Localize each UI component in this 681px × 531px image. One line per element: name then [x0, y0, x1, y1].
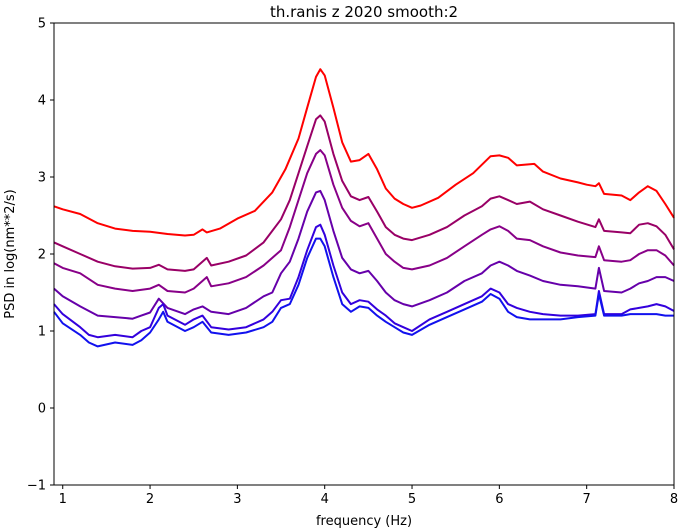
x-tick-label: 4	[321, 492, 329, 507]
y-tick-label: 3	[38, 171, 46, 186]
y-tick-label: 1	[38, 325, 46, 340]
x-tick-label: 6	[495, 492, 503, 507]
x-axis: 1 2 3 4 5 6 7 8	[59, 485, 678, 507]
y-tick-label: −1	[27, 479, 46, 494]
y-tick-label: 0	[38, 402, 46, 417]
y-axis-label: PSD in log(nm**2/s)	[3, 189, 18, 319]
x-tick-label: 5	[408, 492, 416, 507]
series-group	[53, 68, 675, 348]
series-line-6	[53, 237, 674, 348]
series-line-5	[53, 223, 675, 339]
series-line-4	[53, 189, 675, 320]
x-axis-label: frequency (Hz)	[316, 514, 412, 529]
x-tick-label: 3	[233, 492, 241, 507]
y-tick-label: 5	[38, 17, 46, 32]
y-tick-label: 2	[38, 248, 46, 263]
x-tick-label: 8	[670, 492, 678, 507]
y-tick-label: 4	[38, 94, 46, 109]
y-axis: −1 0 1 2 3 4 5	[27, 17, 54, 494]
x-tick-label: 7	[583, 492, 591, 507]
series-line-2	[53, 114, 675, 272]
x-tick-label: 2	[146, 492, 154, 507]
plot-frame	[53, 22, 675, 486]
series-line-3	[53, 149, 675, 294]
x-tick-label: 1	[59, 492, 67, 507]
series-line-1	[53, 68, 675, 237]
chart-title: th.ranis z 2020 smooth:2	[270, 3, 458, 21]
